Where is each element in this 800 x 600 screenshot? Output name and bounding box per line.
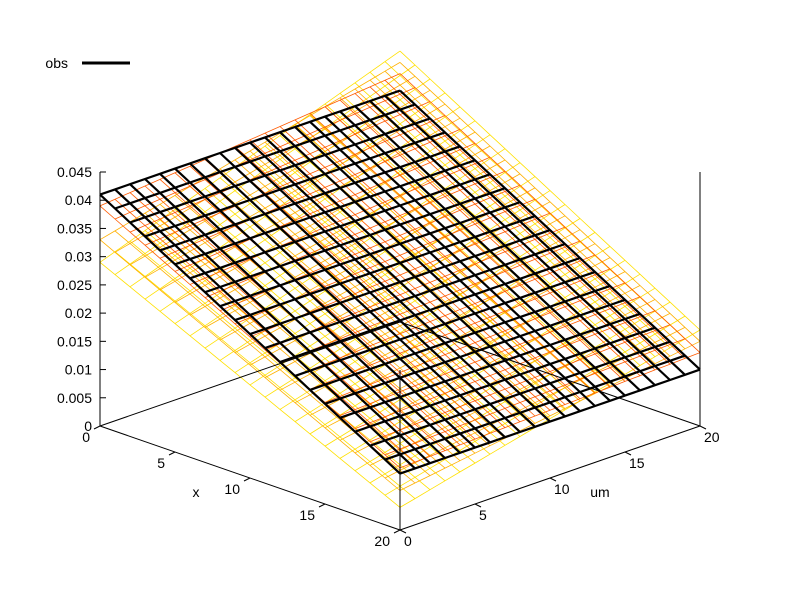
surface-line-um — [174, 195, 476, 454]
z-tick-label: 0.04 — [65, 192, 92, 208]
um-tick — [474, 503, 482, 508]
surface-line-um — [99, 205, 401, 469]
axis-ticks: 0 5 10 15 20 0 5 10 15 20 0.005 0.01 0.015 0.02 0.025 0… — [57, 164, 720, 549]
surface-line-um — [174, 167, 476, 449]
surface-line-um — [234, 166, 536, 428]
y-axis-title: um — [590, 484, 609, 500]
surface-layer — [99, 50, 701, 508]
z-tick-label: 0 — [84, 418, 92, 434]
um-tick-label: 15 — [629, 455, 645, 471]
z-tick-label: 0.005 — [57, 390, 92, 406]
z-tick-label: 0.025 — [57, 277, 92, 293]
surface-line-um — [99, 239, 401, 491]
um-tick — [624, 451, 632, 456]
surface-line-um — [114, 188, 416, 470]
x-tick — [93, 425, 101, 430]
surface-line-um — [144, 178, 446, 459]
surface-line-um — [129, 183, 431, 465]
surface-line-um — [159, 172, 461, 454]
surface-obs — [99, 89, 701, 475]
surface-line-um — [399, 62, 701, 342]
surface-line-um — [369, 100, 671, 381]
um-tick-label: 10 — [554, 481, 570, 497]
surface-line-um — [129, 221, 431, 476]
z-tick-label: 0.02 — [65, 305, 92, 321]
surface-line-um — [399, 73, 701, 353]
surface-line-um — [279, 131, 581, 413]
surface-line-um — [384, 94, 686, 376]
x-tick-label: 0 — [82, 429, 90, 445]
surface-line-um — [99, 193, 401, 475]
surface-line-um — [384, 70, 686, 350]
surface-line-um — [204, 157, 506, 439]
x-tick-label: 20 — [374, 533, 390, 549]
surface-line-um — [189, 162, 491, 444]
surface-line-um — [339, 99, 641, 376]
surface-line-um — [249, 141, 551, 423]
um-tick-label: 20 — [704, 429, 720, 445]
legend: obs — [45, 55, 130, 71]
um-tick — [399, 529, 407, 534]
surface-line-um — [294, 119, 596, 394]
surface-line-um — [129, 240, 431, 491]
x-tick-label: 5 — [157, 455, 165, 471]
surface-line-um — [279, 126, 581, 399]
surface-line-um — [204, 177, 506, 439]
x-tick — [318, 503, 326, 508]
z-tick-label: 0.01 — [65, 362, 92, 378]
surface-line-um — [234, 146, 536, 428]
surface-line-um — [159, 219, 461, 473]
surface-line-um — [384, 80, 686, 359]
surface-line-um — [294, 126, 596, 407]
surface-line-um — [234, 146, 536, 417]
surface-line-um — [264, 136, 566, 418]
surface-line-um — [174, 172, 476, 440]
back-x-line — [99, 321, 401, 427]
surface-line-um — [114, 251, 416, 499]
um-tick — [549, 477, 557, 482]
surface-line-um — [219, 152, 521, 423]
z-tick-label: 0.03 — [65, 249, 92, 265]
x-tick-label: 10 — [224, 481, 240, 497]
surface-ensemble-1 — [99, 62, 701, 491]
surface-line-um — [369, 86, 671, 365]
um-tick — [699, 425, 707, 430]
surface-line-um — [264, 141, 566, 409]
x-tick — [168, 451, 176, 456]
surface-line-um — [399, 50, 701, 331]
z-tick-label: 0.045 — [57, 164, 92, 180]
x-tick — [243, 477, 251, 482]
um-tick-label: 0 — [404, 533, 412, 549]
surface-line-um — [339, 110, 641, 392]
um-tick-label: 5 — [479, 507, 487, 523]
x-tick — [393, 529, 401, 534]
surface-line-um — [354, 82, 656, 357]
back-um-line — [399, 321, 701, 427]
x-tick-label: 15 — [299, 507, 315, 523]
surface-line-um — [354, 93, 656, 371]
surface-line-um — [399, 89, 701, 371]
surface-line-um — [219, 152, 521, 433]
surface-line-um — [354, 105, 656, 387]
x-axis-title: x — [193, 484, 200, 500]
surface-line-um — [324, 106, 626, 382]
surface-line-um — [249, 139, 551, 411]
z-tick-label: 0.015 — [57, 333, 92, 349]
surface-line-um — [114, 198, 416, 463]
legend-label-obs: obs — [45, 55, 68, 71]
surface-line-um — [294, 124, 596, 394]
z-tick-label: 0.035 — [57, 220, 92, 236]
surface-line-um — [309, 120, 611, 402]
surface-line-um — [324, 115, 626, 397]
surface-line-um — [99, 261, 401, 508]
